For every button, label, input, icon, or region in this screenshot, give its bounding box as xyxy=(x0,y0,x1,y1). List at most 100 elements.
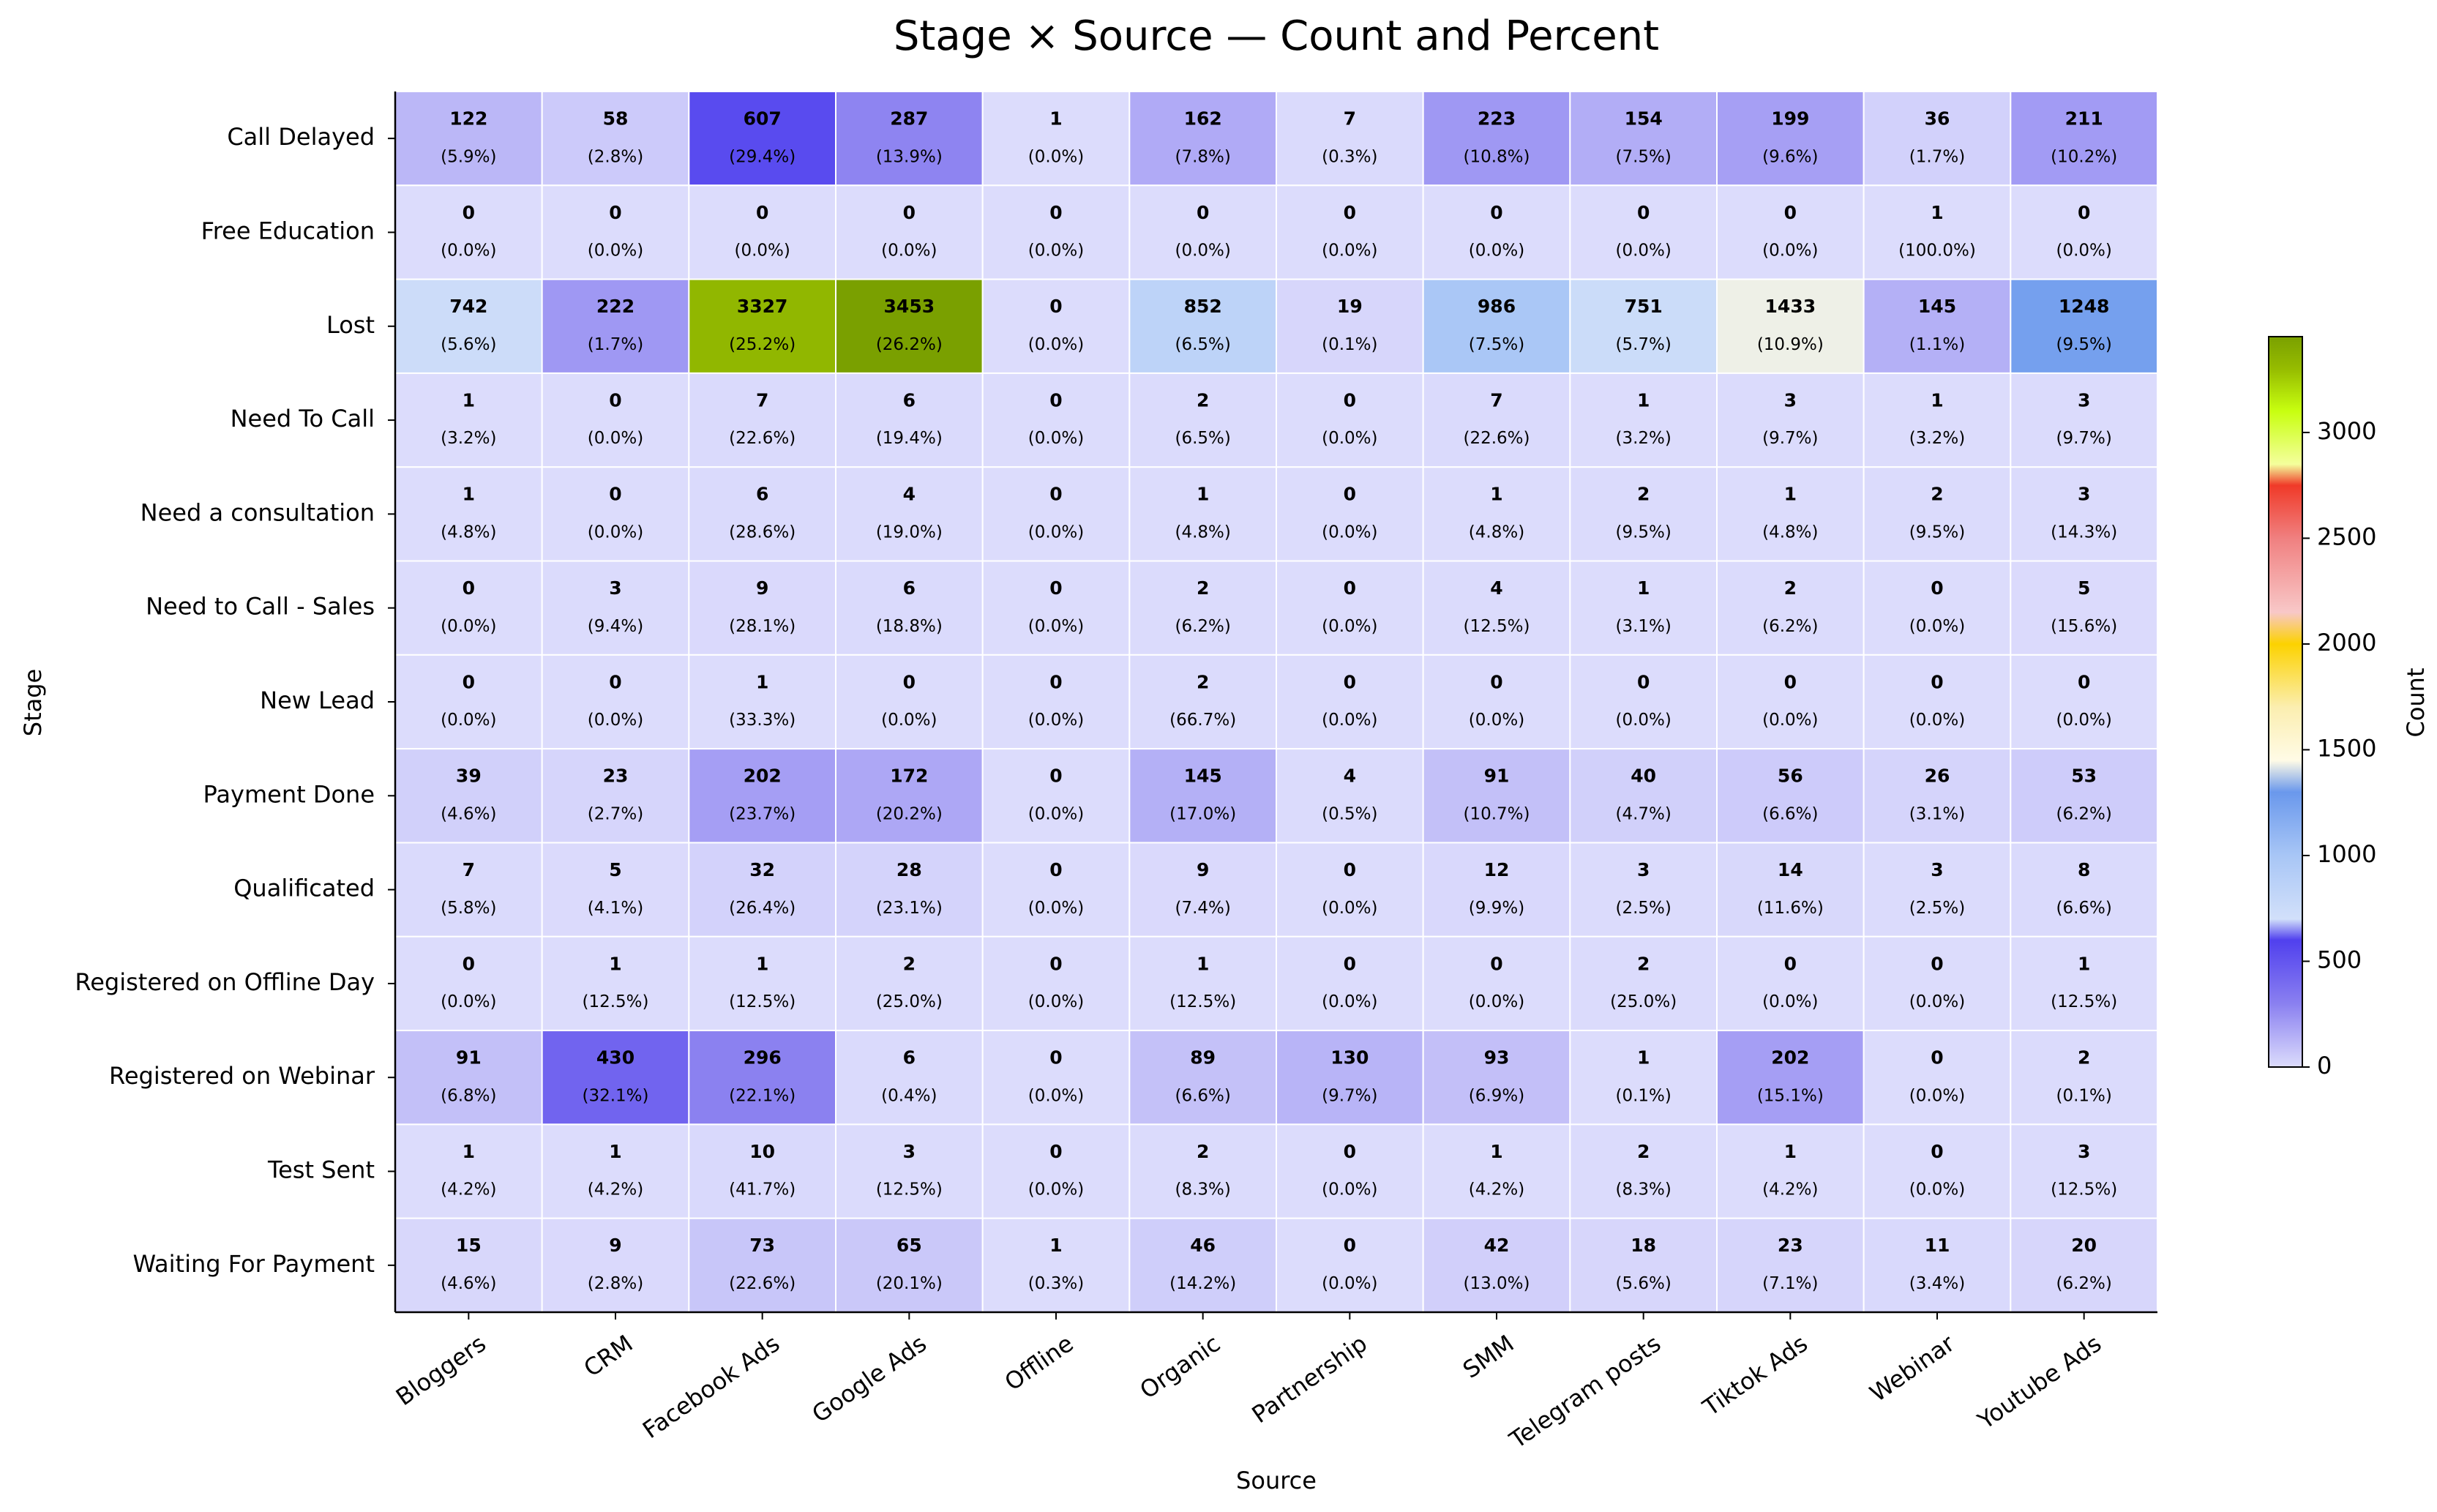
cell-count-label: 751 xyxy=(1625,296,1663,317)
cell-percent-label: (14.2%) xyxy=(1169,1274,1236,1293)
heatmap-cell xyxy=(1128,748,1278,844)
cell-count-label: 23 xyxy=(1778,1235,1803,1256)
heatmap-cell xyxy=(1863,278,2012,374)
cell-percent-label: (0.0%) xyxy=(1762,711,1818,730)
source-tick-label: SMM xyxy=(1458,1329,1519,1383)
heatmap-cell xyxy=(835,372,984,468)
cell-percent-label: (0.0%) xyxy=(1322,711,1377,730)
heatmap-cell xyxy=(1863,935,2012,1032)
colorbar-tick-label: 1000 xyxy=(2317,840,2376,868)
cell-count-label: 0 xyxy=(1490,671,1502,692)
cell-percent-label: (6.2%) xyxy=(1762,617,1818,636)
stage-tick-label: Need To Call xyxy=(231,405,375,433)
stage-tick-label: Waiting For Payment xyxy=(132,1250,375,1278)
cell-percent-label: (0.0%) xyxy=(1322,617,1377,636)
heatmap-cell xyxy=(1569,1123,1718,1219)
cell-count-label: 91 xyxy=(1484,766,1510,787)
cell-count-label: 1 xyxy=(1784,1141,1797,1162)
heatmap-cell xyxy=(541,1123,690,1219)
heatmap-cell xyxy=(1863,372,2012,468)
cell-count-label: 0 xyxy=(463,202,475,223)
y-axis-label: Stage xyxy=(19,669,47,736)
heatmap-cell xyxy=(2010,842,2158,937)
cell-count-label: 39 xyxy=(456,766,482,787)
cell-count-label: 0 xyxy=(609,389,621,411)
heatmap-cell xyxy=(2010,748,2158,844)
heatmap-cell xyxy=(2010,654,2158,750)
heatmap-cell xyxy=(541,466,690,562)
cell-percent-label: (4.6%) xyxy=(441,804,496,823)
source-tick-label: Tiktok Ads xyxy=(1697,1329,1813,1421)
cell-count-label: 9 xyxy=(1197,859,1209,880)
stage-tick-labels: Call Delayed Free Education Lost Need To Ca… xyxy=(75,123,395,1278)
heatmap-cell xyxy=(1716,184,1865,280)
heatmap-cell xyxy=(2010,372,2158,468)
cell-count-label: 0 xyxy=(1344,484,1356,505)
cell-percent-label: (0.3%) xyxy=(1028,1274,1084,1293)
cell-percent-label: (5.6%) xyxy=(1615,1274,1671,1293)
cell-count-label: 852 xyxy=(1184,296,1222,317)
cell-percent-label: (0.0%) xyxy=(588,242,643,261)
cell-count-label: 0 xyxy=(609,202,621,223)
heatmap-cell xyxy=(1422,560,1571,656)
heatmap-cell xyxy=(394,91,543,187)
heatmap-cell xyxy=(1276,466,1424,562)
heatmap-cell xyxy=(835,466,984,562)
cell-count-label: 11 xyxy=(1925,1235,1950,1256)
cell-count-label: 5 xyxy=(2078,577,2090,599)
cell-percent-label: (26.2%) xyxy=(876,335,943,354)
cell-count-label: 2 xyxy=(1197,671,1209,692)
heatmap-cell xyxy=(1716,1123,1865,1219)
cell-count-label: 93 xyxy=(1484,1047,1510,1068)
heatmap-cell xyxy=(1569,1030,1718,1126)
cell-count-label: 145 xyxy=(1184,766,1222,787)
cell-count-label: 222 xyxy=(596,296,634,317)
heatmap-cell xyxy=(394,1030,543,1126)
cell-percent-label: (28.1%) xyxy=(729,617,796,636)
cell-count-label: 15 xyxy=(456,1235,482,1256)
heatmap-cell xyxy=(1128,935,1278,1032)
heatmap-cell xyxy=(1716,842,1865,937)
heatmap-cell xyxy=(1128,184,1278,280)
cell-percent-label: (0.0%) xyxy=(1615,711,1671,730)
cell-count-label: 0 xyxy=(1490,953,1502,974)
cell-count-label: 56 xyxy=(1778,766,1803,787)
heatmap-cell xyxy=(394,1217,543,1313)
cell-count-label: 2 xyxy=(2078,1047,2090,1068)
cell-count-label: 3327 xyxy=(737,296,788,317)
cell-count-label: 1 xyxy=(1490,484,1502,505)
cell-count-label: 0 xyxy=(2078,671,2090,692)
stage-tick-label: Payment Done xyxy=(203,780,375,808)
heatmap-cell xyxy=(835,654,984,750)
cell-count-label: 1 xyxy=(1637,389,1650,411)
cell-percent-label: (9.5%) xyxy=(1909,523,1965,542)
heatmap-cell xyxy=(1716,466,1865,562)
cell-percent-label: (6.6%) xyxy=(2056,899,2111,918)
cell-percent-label: (6.9%) xyxy=(1469,1086,1524,1105)
heatmap-cell xyxy=(981,278,1131,374)
cell-count-label: 1 xyxy=(1931,202,1943,223)
cell-count-label: 3 xyxy=(903,1141,916,1162)
cell-count-label: 0 xyxy=(1049,1047,1062,1068)
heatmap-cell xyxy=(394,935,543,1032)
cell-count-label: 4 xyxy=(1344,766,1356,787)
cell-count-label: 2 xyxy=(1931,484,1943,505)
cell-count-label: 4 xyxy=(903,484,916,505)
heatmap-cell xyxy=(1863,184,2012,280)
heatmap-cell xyxy=(394,748,543,844)
heatmap-cell xyxy=(541,560,690,656)
cell-percent-label: (25.0%) xyxy=(876,992,943,1011)
cell-count-label: 0 xyxy=(1344,202,1356,223)
cell-percent-label: (0.0%) xyxy=(588,429,643,448)
cell-count-label: 0 xyxy=(1344,671,1356,692)
cell-percent-label: (22.6%) xyxy=(729,429,796,448)
cell-percent-label: (0.0%) xyxy=(1322,523,1377,542)
heatmap-cell xyxy=(1276,748,1424,844)
cell-count-label: 0 xyxy=(1049,202,1062,223)
heatmap-cell xyxy=(1276,184,1424,280)
cell-count-label: 14 xyxy=(1778,859,1803,880)
cell-percent-label: (9.9%) xyxy=(1469,899,1524,918)
cell-percent-label: (0.0%) xyxy=(1028,899,1084,918)
heatmap-cell xyxy=(1128,372,1278,468)
heatmap-cell xyxy=(688,654,836,750)
